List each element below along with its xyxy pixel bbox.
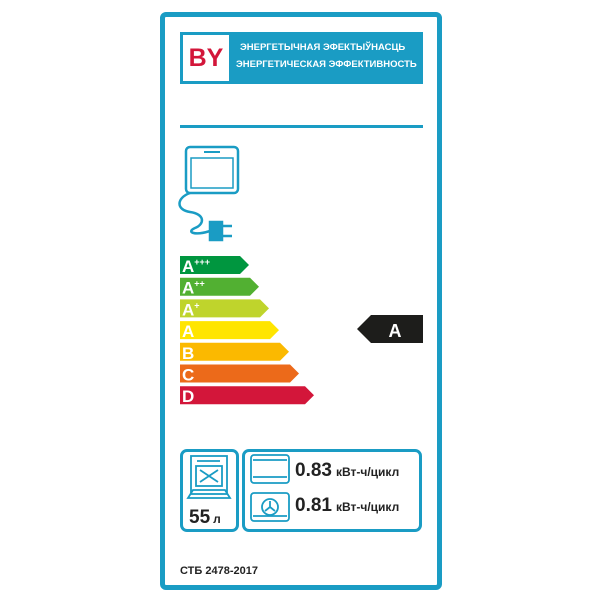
scale-label-5: C [182,366,194,385]
fan-heating-icon [250,492,290,522]
rating-arrow: A [357,315,423,343]
volume-value: 55 [189,507,211,528]
scale-bar-2 [180,299,269,318]
header-line-2: ЭНЕРГЕТИЧЕСКАЯ ЭФФЕКТИВНОСТЬ [236,59,417,70]
label-header: BY ЭНЕРГЕТЫЧНАЯ ЭФЕКТЫЎНАСЦЬ ЭНЕРГЕТИЧЕС… [180,32,423,84]
volume-box: 55 л [180,449,239,532]
scale-bar-6 [180,386,314,405]
standard-reference: СТБ 2478-2017 [180,565,258,577]
oven-plug-icon [178,145,240,242]
scale-label-4: B [182,344,194,363]
rating-class: A [389,321,402,341]
country-code: BY [183,35,229,81]
header-line-1: ЭНЕРГЕТЫЧНАЯ ЭФЕКТЫЎНАСЦЬ [240,42,406,53]
scale-label-6: D [182,387,194,406]
label-frame [160,12,442,590]
divider [180,125,423,128]
scale-label-3: A [182,322,194,341]
conventional-heating-icon [250,454,290,484]
scale-bar-0 [180,256,249,274]
consumption-fan: 0.81 кВт-ч/цикл [295,495,400,516]
consumption-box [242,449,422,532]
consumption-conventional: 0.83 кВт-ч/цикл [295,460,400,481]
volume-unit: л [213,512,221,526]
scale-bar-5 [180,364,299,383]
scale-bar-3 [180,321,279,340]
scale-bar-4 [180,342,289,361]
oven-volume-icon [186,455,232,499]
scale-bar-1 [180,277,259,296]
